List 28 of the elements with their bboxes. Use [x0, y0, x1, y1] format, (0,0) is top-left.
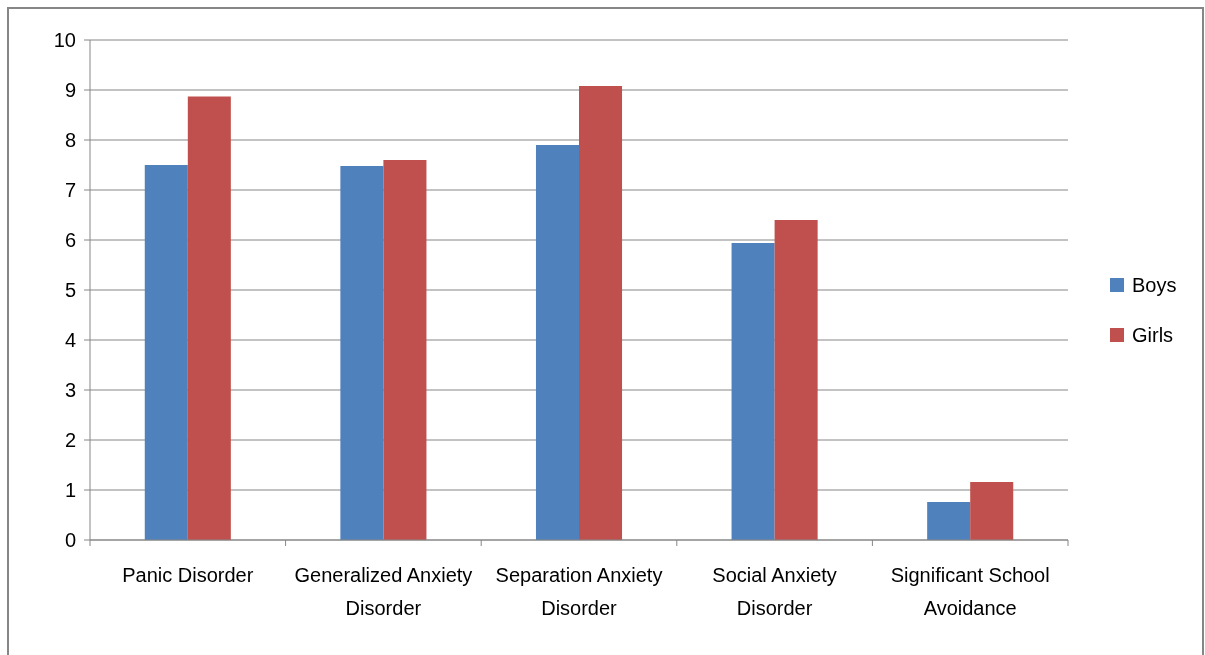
y-tick-label: 7	[64, 179, 76, 201]
x-tick-label: Separation Anxiety Disorder	[495, 564, 663, 619]
bar	[340, 166, 384, 540]
bar	[535, 145, 579, 540]
y-tick-label: 0	[64, 529, 76, 551]
bar	[579, 86, 623, 540]
y-tick-label: 1	[64, 479, 76, 501]
x-tick-label: Social Anxiety Disorder	[712, 564, 837, 619]
bar	[970, 482, 1014, 540]
legend-label: Boys	[1132, 274, 1177, 296]
bar	[144, 165, 188, 540]
bar	[927, 502, 971, 540]
y-tick-label: 6	[64, 229, 76, 251]
y-tick-label: 2	[64, 429, 76, 451]
bar	[187, 96, 231, 540]
bar	[383, 160, 427, 540]
bar	[774, 220, 818, 540]
x-tick-label: Generalized Anxiety Disorder	[294, 564, 473, 619]
y-tick-label: 4	[64, 329, 76, 351]
y-tick-label: 5	[64, 279, 76, 301]
y-tick-label: 3	[64, 379, 76, 401]
y-tick-label: 10	[53, 29, 76, 51]
x-tick-label: Panic Disorder	[122, 564, 254, 586]
bar	[731, 243, 775, 540]
legend-label: Girls	[1132, 324, 1174, 346]
y-tick-label: 9	[64, 79, 76, 101]
y-tick-label: 8	[64, 129, 76, 151]
x-tick-label: Significant School Avoidance	[890, 564, 1050, 619]
